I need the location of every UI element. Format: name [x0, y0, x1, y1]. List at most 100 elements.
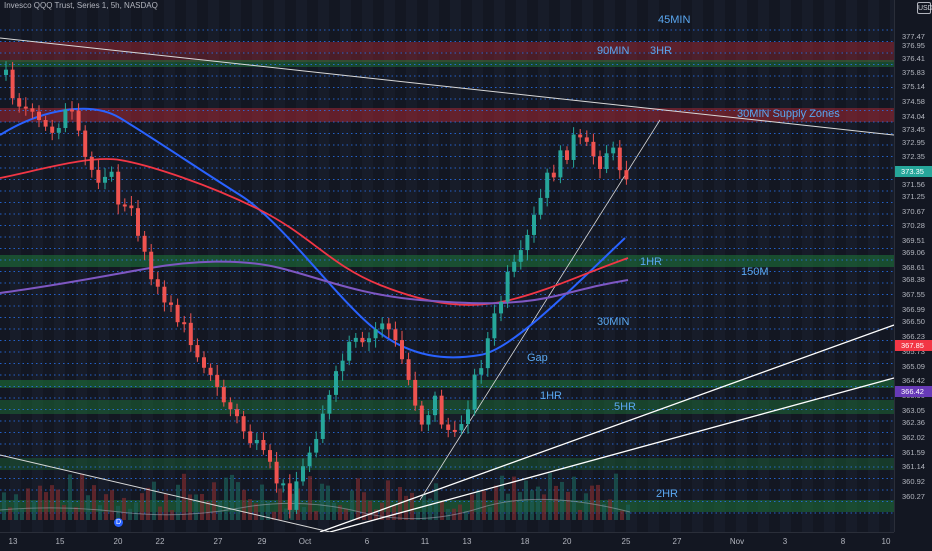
price-chart[interactable]	[0, 0, 894, 532]
price-tick-label: 366.23	[902, 332, 925, 342]
volume-bar	[614, 473, 618, 520]
rising-trendline-upper	[319, 324, 894, 532]
candle-body	[228, 402, 233, 410]
candle-body	[400, 340, 404, 360]
candle-body	[155, 279, 160, 287]
price-tick-label: 375.83	[902, 67, 925, 77]
time-tick-label: 20	[562, 537, 572, 546]
lower-trendline	[0, 454, 331, 532]
candle-body	[551, 172, 556, 178]
supply-demand-zone	[0, 400, 894, 414]
candle-body	[103, 176, 107, 183]
purple-moving-average	[0, 260, 629, 305]
volume-bar	[224, 477, 228, 520]
candle-body	[532, 214, 536, 235]
candle-body	[353, 337, 358, 342]
volume-bar	[242, 489, 246, 520]
volume-bar	[2, 492, 6, 520]
volume-bar	[488, 507, 492, 520]
candle-body	[578, 134, 583, 138]
candle-body	[571, 134, 576, 160]
candle-body	[393, 329, 398, 341]
volume-bar	[560, 481, 564, 520]
supply-demand-zone	[0, 255, 894, 267]
zone-label: 5HR	[614, 401, 637, 413]
candle-body	[301, 466, 305, 482]
price-tick-label: 362.02	[902, 432, 925, 442]
candle-body	[169, 302, 173, 305]
candle-body	[96, 169, 101, 183]
supply-demand-zone	[0, 380, 894, 388]
volume-bar	[446, 508, 450, 520]
price-tick-label: 361.14	[902, 462, 925, 472]
blue-moving-average	[0, 107, 626, 359]
candle-body	[23, 106, 28, 109]
price-tick-label: 365.73	[902, 346, 925, 356]
volume-bar	[464, 510, 468, 520]
price-tick-label: 368.38	[902, 275, 925, 285]
candle-body	[466, 409, 470, 425]
volume-bar	[350, 490, 354, 520]
candle-body	[17, 98, 22, 107]
volume-bar	[536, 486, 540, 520]
supply-demand-zone	[0, 500, 894, 512]
time-tick-label: Oct	[298, 537, 312, 546]
supply-demand-zone	[0, 60, 894, 67]
candle-body	[367, 338, 371, 343]
volume-bar	[590, 485, 594, 520]
volume-bar	[110, 490, 114, 520]
volume-bar	[80, 473, 84, 520]
volume-bar	[152, 481, 156, 520]
volume-bar	[200, 493, 204, 520]
time-axis[interactable]: 13 15 20 22 27 29 Oct 6 11 13 18 20 25 27 Nov 3 8 10	[0, 532, 894, 551]
candle-body	[83, 130, 88, 157]
volume-bar	[482, 490, 486, 520]
time-tick-label: Nov	[729, 537, 745, 546]
currency-button[interactable]: USD	[917, 2, 932, 14]
candle-body	[281, 483, 286, 486]
price-tick-label: 377.47	[902, 31, 925, 41]
candle-body	[175, 304, 180, 323]
price-tick-label: 366.50	[902, 317, 925, 327]
volume-bar	[68, 474, 72, 520]
volume-bar	[416, 511, 420, 520]
current-price-badge: 373.35	[895, 166, 932, 177]
volume-bar	[410, 492, 414, 520]
volume-bar	[338, 505, 342, 520]
time-tick-label: 27	[672, 537, 682, 546]
candle-body	[50, 126, 55, 133]
volume-bar	[140, 493, 144, 520]
volume-bar	[308, 476, 312, 520]
volume-bar	[428, 498, 432, 520]
volume-bar	[602, 503, 606, 520]
candle-body	[327, 394, 332, 414]
candle-body	[136, 208, 140, 236]
volume-bar	[386, 480, 390, 520]
price-tick-label: 369.06	[902, 248, 925, 258]
volume-bar	[362, 492, 366, 520]
price-axis[interactable]: 377.47 376.95 376.41 375.83 375.14 374.58 374.…	[894, 0, 932, 532]
candle-body	[380, 323, 385, 330]
candle-body	[433, 395, 437, 416]
time-tick-label: 27	[213, 537, 223, 546]
source-marker-icon[interactable]: D	[114, 518, 123, 527]
candle-body	[604, 153, 609, 169]
purple-level-badge: 366.42	[895, 386, 932, 397]
price-tick-label: 376.41	[902, 54, 925, 64]
candle-body	[334, 371, 338, 395]
volume-bar	[56, 489, 60, 520]
volume-bar	[320, 483, 324, 520]
volume-bar	[38, 485, 42, 520]
volume-bar	[494, 485, 498, 520]
candle-body	[525, 234, 530, 251]
price-tick-label: 360.92	[902, 477, 925, 487]
volume-bar	[104, 494, 108, 520]
price-tick-label: 365.09	[902, 361, 925, 371]
candle-body	[294, 481, 299, 510]
volume-bar	[566, 491, 570, 520]
candle-body	[499, 301, 503, 314]
candle-body	[235, 409, 239, 417]
volume-bar	[128, 508, 132, 520]
volume-bar	[98, 505, 102, 520]
